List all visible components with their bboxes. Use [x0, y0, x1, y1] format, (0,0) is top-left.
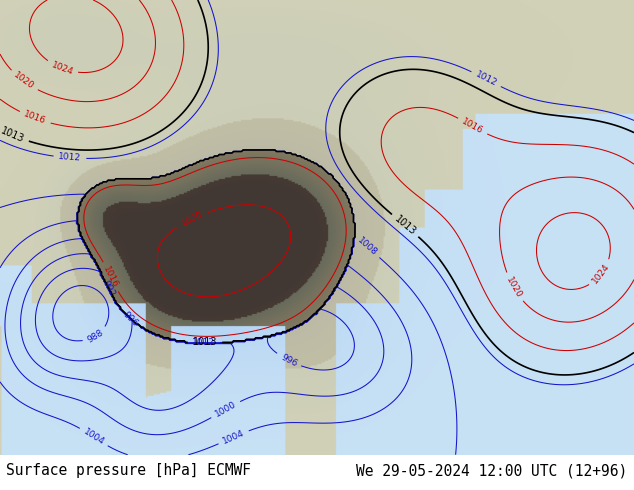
- Text: 1013: 1013: [392, 214, 418, 237]
- Text: 996: 996: [279, 352, 299, 368]
- Text: 1024: 1024: [591, 262, 612, 286]
- Text: 1020: 1020: [504, 275, 523, 299]
- Text: 992: 992: [100, 279, 116, 298]
- Text: 996: 996: [121, 310, 139, 328]
- Text: 1012: 1012: [58, 152, 82, 163]
- Text: 1013: 1013: [0, 125, 26, 145]
- Text: 1020: 1020: [180, 210, 204, 228]
- Text: 1016: 1016: [23, 110, 48, 126]
- Text: 988: 988: [86, 328, 105, 344]
- Text: 1012: 1012: [192, 338, 215, 347]
- Text: 1013: 1013: [193, 338, 217, 347]
- Text: 1016: 1016: [460, 117, 485, 136]
- Text: Surface pressure [hPa] ECMWF: Surface pressure [hPa] ECMWF: [6, 463, 251, 478]
- Text: 1000: 1000: [214, 400, 238, 419]
- Text: 1020: 1020: [12, 71, 36, 92]
- Text: 1016: 1016: [101, 265, 120, 289]
- Text: 1012: 1012: [474, 70, 498, 88]
- Text: 1024: 1024: [50, 60, 74, 77]
- Text: 1004: 1004: [221, 429, 246, 446]
- Text: 1004: 1004: [82, 427, 106, 447]
- Text: We 29-05-2024 12:00 UTC (12+96): We 29-05-2024 12:00 UTC (12+96): [356, 463, 628, 478]
- Text: 1008: 1008: [356, 236, 378, 258]
